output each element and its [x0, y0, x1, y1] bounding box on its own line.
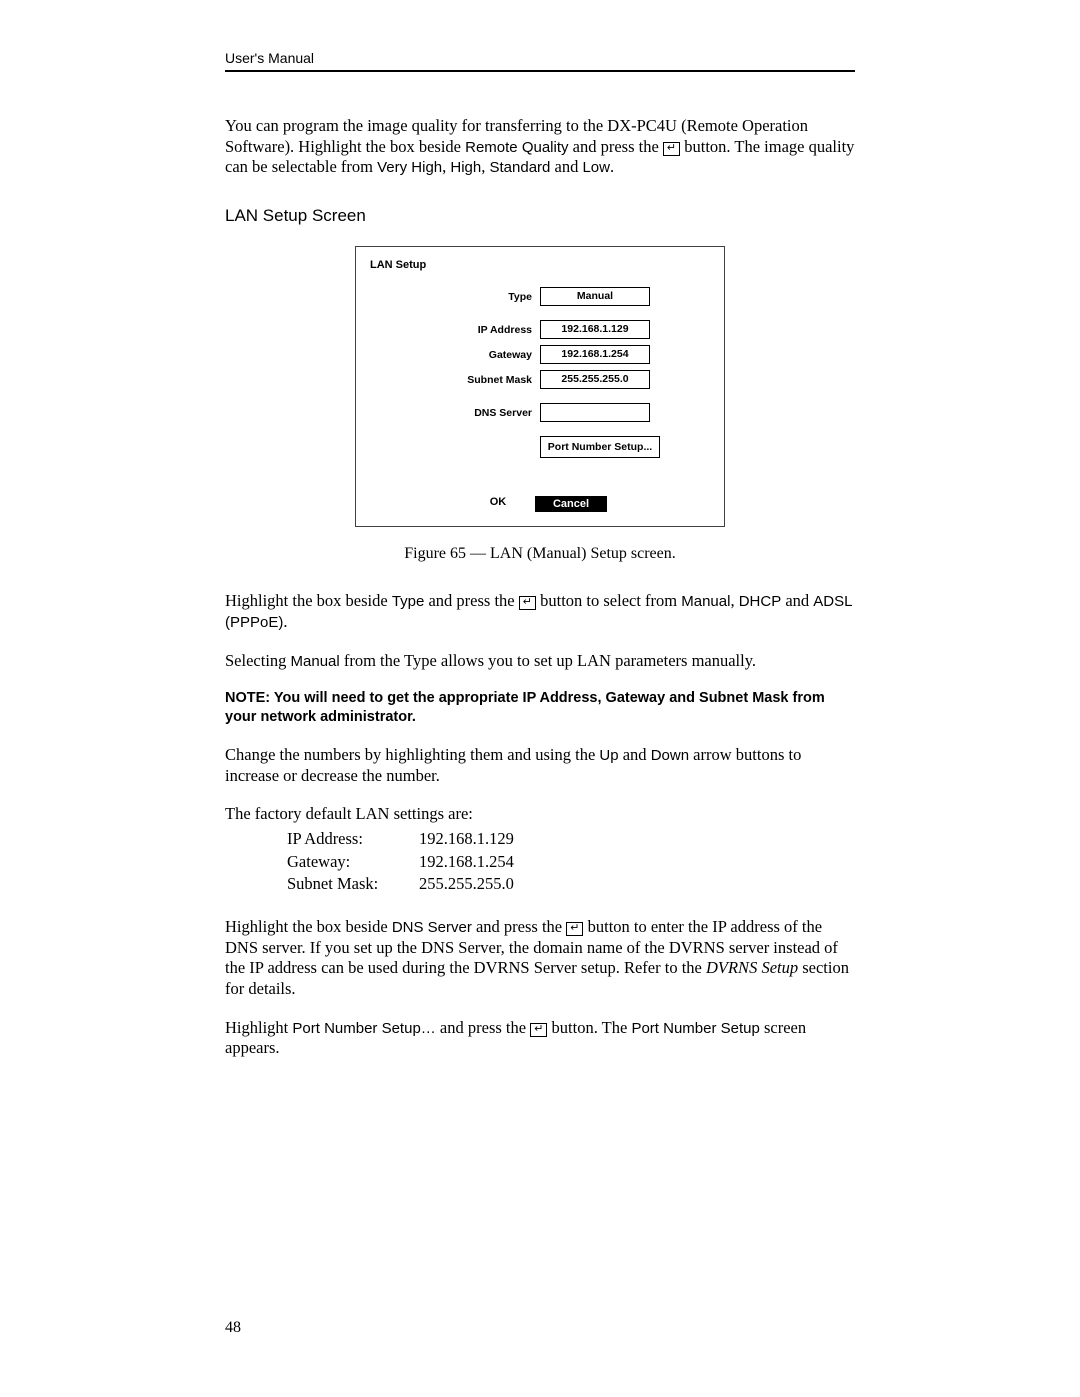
label-sm-default: Subnet Mask:: [287, 874, 417, 895]
keyword-port-number-setup: Port Number Setup…: [292, 1020, 435, 1037]
text: Selecting: [225, 651, 291, 670]
dialog-buttons: OK Cancel: [370, 496, 710, 512]
paragraph-dns: Highlight the box beside DNS Server and …: [225, 917, 855, 1000]
cancel-button[interactable]: Cancel: [535, 496, 607, 512]
keyword-low: Low: [582, 159, 610, 176]
text: Highlight: [225, 1018, 292, 1037]
enter-icon: ↵: [530, 1023, 547, 1037]
paragraph-change-numbers: Change the numbers by highlighting them …: [225, 745, 855, 786]
text: ,: [481, 157, 489, 176]
paragraph-port-setup: Highlight Port Number Setup… and press t…: [225, 1018, 855, 1059]
port-number-setup-button[interactable]: Port Number Setup...: [540, 436, 660, 458]
keyword-standard: Standard: [490, 159, 551, 176]
label-ip-default: IP Address:: [287, 829, 417, 850]
value-ip-default: 192.168.1.129: [419, 829, 514, 850]
text: ,: [730, 591, 738, 610]
keyword-up: Up: [599, 747, 618, 764]
label-ip: IP Address: [370, 324, 540, 336]
label-gateway: Gateway: [370, 349, 540, 361]
keyword-down: Down: [651, 747, 689, 764]
keyword-type: Type: [392, 593, 425, 610]
enter-icon: ↵: [663, 142, 680, 156]
manual-page: User's Manual You can program the image …: [0, 0, 1080, 1397]
dialog-row-dns: DNS Server: [370, 403, 710, 422]
text: Change the numbers by highlighting them …: [225, 745, 599, 764]
enter-icon: ↵: [566, 922, 583, 936]
keyword-remote-quality: Remote Quality: [465, 139, 568, 156]
value-gw-default: 192.168.1.254: [419, 852, 514, 873]
enter-icon: ↵: [519, 596, 536, 610]
keyword-dns-server: DNS Server: [392, 919, 472, 936]
keyword-manual: Manual: [681, 593, 730, 610]
keyword-very-high: Very High: [377, 159, 442, 176]
label-subnet: Subnet Mask: [370, 374, 540, 386]
defaults-table: IP Address: 192.168.1.129 Gateway: 192.1…: [285, 827, 516, 897]
defaults-heading: The factory default LAN settings are:: [225, 804, 855, 825]
table-row: Subnet Mask: 255.255.255.0: [287, 874, 514, 895]
text: .: [283, 612, 287, 631]
label-type: Type: [370, 291, 540, 303]
field-subnet[interactable]: 255.255.255.0: [540, 370, 650, 389]
field-gateway[interactable]: 192.168.1.254: [540, 345, 650, 364]
page-number: 48: [225, 1319, 241, 1337]
field-type[interactable]: Manual: [540, 287, 650, 306]
dialog-row-port-setup: Port Number Setup...: [370, 436, 710, 458]
ok-button[interactable]: OK: [473, 496, 523, 512]
table-row: Gateway: 192.168.1.254: [287, 852, 514, 873]
text: and press the: [472, 917, 566, 936]
text: button. The: [547, 1018, 631, 1037]
dialog-row-type: Type Manual: [370, 287, 710, 306]
dialog-row-subnet: Subnet Mask 255.255.255.0: [370, 370, 710, 389]
text: button to select from: [536, 591, 681, 610]
text: and press the: [569, 137, 663, 156]
text: and: [781, 591, 813, 610]
paragraph-type: Highlight the box beside Type and press …: [225, 591, 855, 633]
note-admin: NOTE: You will need to get the appropria…: [225, 689, 855, 727]
text: Highlight the box beside: [225, 591, 392, 610]
section-heading-lan-setup: LAN Setup Screen: [225, 206, 855, 226]
text: Highlight the box beside: [225, 917, 392, 936]
field-ip[interactable]: 192.168.1.129: [540, 320, 650, 339]
dialog-title: LAN Setup: [370, 259, 710, 271]
keyword-dhcp: DHCP: [739, 593, 782, 610]
table-row: IP Address: 192.168.1.129: [287, 829, 514, 850]
dialog-row-ip: IP Address 192.168.1.129: [370, 320, 710, 339]
text: and: [619, 745, 651, 764]
label-dns: DNS Server: [370, 407, 540, 419]
text: .: [610, 157, 614, 176]
dialog-row-gateway: Gateway 192.168.1.254: [370, 345, 710, 364]
text: and: [550, 157, 582, 176]
page-header: User's Manual: [225, 50, 855, 72]
label-gw-default: Gateway:: [287, 852, 417, 873]
intro-paragraph: You can program the image quality for tr…: [225, 116, 855, 178]
value-sm-default: 255.255.255.0: [419, 874, 514, 895]
paragraph-manual: Selecting Manual from the Type allows yo…: [225, 651, 855, 672]
figure-caption: Figure 65 — LAN (Manual) Setup screen.: [225, 545, 855, 563]
text: from the Type allows you to set up LAN p…: [340, 651, 756, 670]
keyword-manual: Manual: [291, 653, 340, 670]
keyword-port-number-setup-screen: Port Number Setup: [631, 1020, 759, 1037]
italic-dvrns-setup: DVRNS Setup: [706, 958, 798, 977]
field-dns[interactable]: [540, 403, 650, 422]
keyword-high: High: [450, 159, 481, 176]
text: and press the: [424, 591, 518, 610]
text: and press the: [436, 1018, 530, 1037]
lan-setup-dialog: LAN Setup Type Manual IP Address 192.168…: [355, 246, 725, 527]
